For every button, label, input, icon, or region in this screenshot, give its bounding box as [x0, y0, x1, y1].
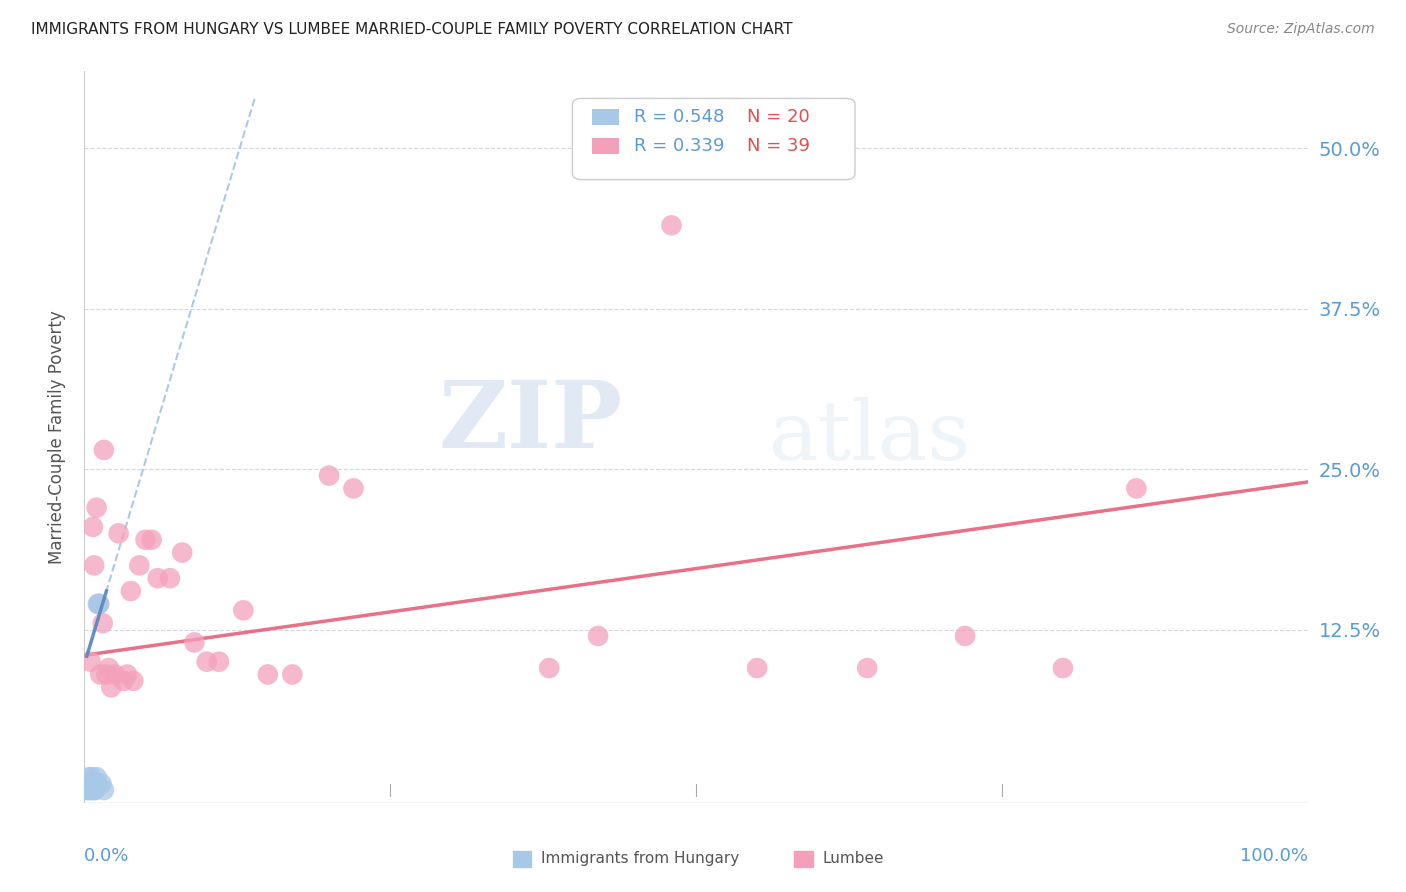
Point	[87, 597, 110, 611]
Point	[586, 629, 609, 643]
Point	[93, 783, 115, 797]
Text: 100.0%: 100.0%	[1240, 847, 1308, 864]
Point	[80, 783, 103, 797]
Text: N = 39: N = 39	[748, 137, 810, 155]
Point	[83, 558, 105, 573]
Point	[79, 776, 101, 790]
FancyBboxPatch shape	[592, 109, 619, 125]
Point	[83, 783, 105, 797]
Text: Source: ZipAtlas.com: Source: ZipAtlas.com	[1227, 22, 1375, 37]
Point	[128, 558, 150, 573]
Text: 0.0%: 0.0%	[84, 847, 129, 864]
FancyBboxPatch shape	[592, 138, 619, 154]
Point	[172, 545, 194, 559]
Point	[89, 667, 111, 681]
Point	[87, 597, 110, 611]
Text: ZIP: ZIP	[439, 377, 623, 467]
Point	[159, 571, 181, 585]
Point	[1052, 661, 1074, 675]
Text: atlas: atlas	[769, 397, 972, 477]
Point	[318, 468, 340, 483]
Point	[79, 783, 101, 797]
Point	[661, 219, 683, 233]
FancyBboxPatch shape	[572, 98, 855, 179]
Point	[97, 661, 120, 675]
Point	[195, 655, 218, 669]
Point	[86, 500, 108, 515]
Point	[91, 616, 114, 631]
Point	[183, 635, 205, 649]
Point	[100, 681, 122, 695]
Point	[1125, 482, 1147, 496]
Point	[82, 520, 104, 534]
Point	[115, 667, 138, 681]
Point	[80, 770, 103, 784]
Text: R = 0.548: R = 0.548	[634, 108, 724, 126]
Point	[747, 661, 769, 675]
Text: IMMIGRANTS FROM HUNGARY VS LUMBEE MARRIED-COUPLE FAMILY POVERTY CORRELATION CHAR: IMMIGRANTS FROM HUNGARY VS LUMBEE MARRIE…	[31, 22, 793, 37]
Point	[77, 783, 100, 797]
Point	[84, 783, 107, 797]
Point	[135, 533, 157, 547]
Point	[86, 776, 108, 790]
Point	[281, 667, 304, 681]
Point	[342, 482, 364, 496]
Point	[141, 533, 163, 547]
Text: Lumbee: Lumbee	[823, 852, 884, 866]
Point	[208, 655, 231, 669]
Point	[77, 770, 100, 784]
Text: N = 20: N = 20	[748, 108, 810, 126]
Point	[953, 629, 976, 643]
Point	[77, 783, 100, 797]
Point	[122, 673, 145, 688]
Point	[79, 655, 101, 669]
Y-axis label: Married-Couple Family Poverty: Married-Couple Family Poverty	[48, 310, 66, 564]
Point	[120, 584, 142, 599]
Point	[107, 526, 129, 541]
Point	[104, 667, 127, 681]
Point	[856, 661, 879, 675]
Point	[538, 661, 561, 675]
Point	[257, 667, 280, 681]
Point	[146, 571, 169, 585]
Point	[90, 776, 112, 790]
Point	[76, 783, 98, 797]
Text: Immigrants from Hungary: Immigrants from Hungary	[541, 852, 740, 866]
Point	[112, 673, 135, 688]
Point	[83, 776, 105, 790]
Point	[87, 597, 110, 611]
Text: R = 0.339: R = 0.339	[634, 137, 724, 155]
Point	[77, 776, 100, 790]
Point	[93, 442, 115, 457]
Point	[82, 776, 104, 790]
Point	[96, 667, 118, 681]
Point	[232, 603, 254, 617]
Point	[82, 783, 104, 797]
Point	[86, 770, 108, 784]
